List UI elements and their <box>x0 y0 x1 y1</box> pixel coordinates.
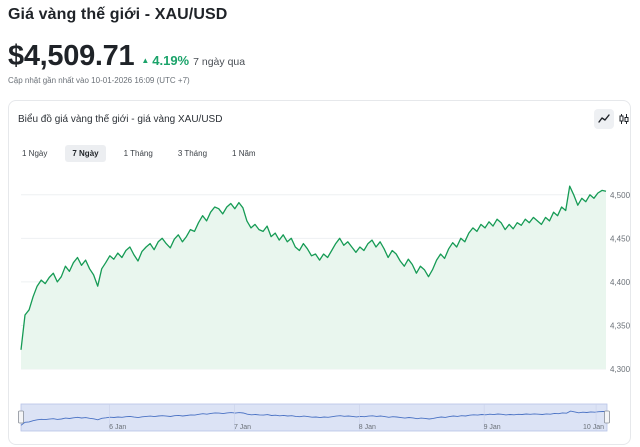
x-tick-label: 10 Jan <box>583 424 604 431</box>
range-tab-3-months[interactable]: 3 Tháng <box>177 149 208 158</box>
y-tick-label: 4,350 <box>610 321 631 330</box>
x-tick-label: 8 Jan <box>359 424 376 431</box>
price-chart: 4,500 4,450 4,400 4,350 4,300 6 Jan 7 Jan 8 Jan… <box>9 101 632 446</box>
line-chart-icon <box>598 114 610 123</box>
price-change: ▲ 4.19% 7 ngày qua <box>141 53 245 68</box>
change-period: 7 ngày qua <box>193 56 246 68</box>
range-tab-1-day[interactable]: 1 Ngày <box>22 149 48 158</box>
navigator-handle-right[interactable] <box>604 410 610 424</box>
price-chart-svg: 4,500 4,450 4,400 4,350 4,300 6 Jan 7 Jan 8 Jan… <box>18 185 631 432</box>
chart-title: Biểu đồ giá vàng thế giới - giá vàng XAU… <box>18 114 223 125</box>
x-tick-label: 9 Jan <box>484 424 501 431</box>
price-summary: $4,509.71 ▲ 4.19% 7 ngày qua <box>8 40 245 73</box>
navigator-line <box>20 410 608 426</box>
triangle-up-icon: ▲ <box>141 56 150 65</box>
y-tick-label: 4,450 <box>610 234 631 243</box>
x-tick-label: 6 Jan <box>109 424 126 431</box>
price-area <box>21 186 606 369</box>
range-tabs: 1 Ngày 7 Ngày 1 Tháng 3 Tháng 1 Năm <box>15 145 274 162</box>
page-title: Giá vàng thế giới - XAU/USD <box>8 6 228 23</box>
range-tab-7-days[interactable]: 7 Ngày <box>65 145 106 162</box>
last-updated: Cập nhật gần nhất vào 10-01-2026 16:09 (… <box>8 76 190 85</box>
range-tab-1-year[interactable]: 1 Năm <box>232 149 256 158</box>
change-percent: 4.19% <box>152 53 190 68</box>
price-line <box>20 185 607 350</box>
candlestick-icon <box>619 114 629 124</box>
current-price: $4,509.71 <box>8 40 135 72</box>
y-tick-label: 4,500 <box>610 191 631 200</box>
candlestick-button[interactable] <box>614 109 634 129</box>
x-tick-label: 7 Jan <box>234 424 251 431</box>
line-chart-button[interactable] <box>594 109 614 129</box>
range-tab-1-month[interactable]: 1 Tháng <box>123 149 153 158</box>
chart-card: Biểu đồ giá vàng thế giới - giá vàng XAU… <box>8 100 631 445</box>
y-tick-label: 4,400 <box>610 278 631 287</box>
y-tick-label: 4,300 <box>610 365 631 374</box>
navigator-handle-left[interactable] <box>18 410 24 424</box>
